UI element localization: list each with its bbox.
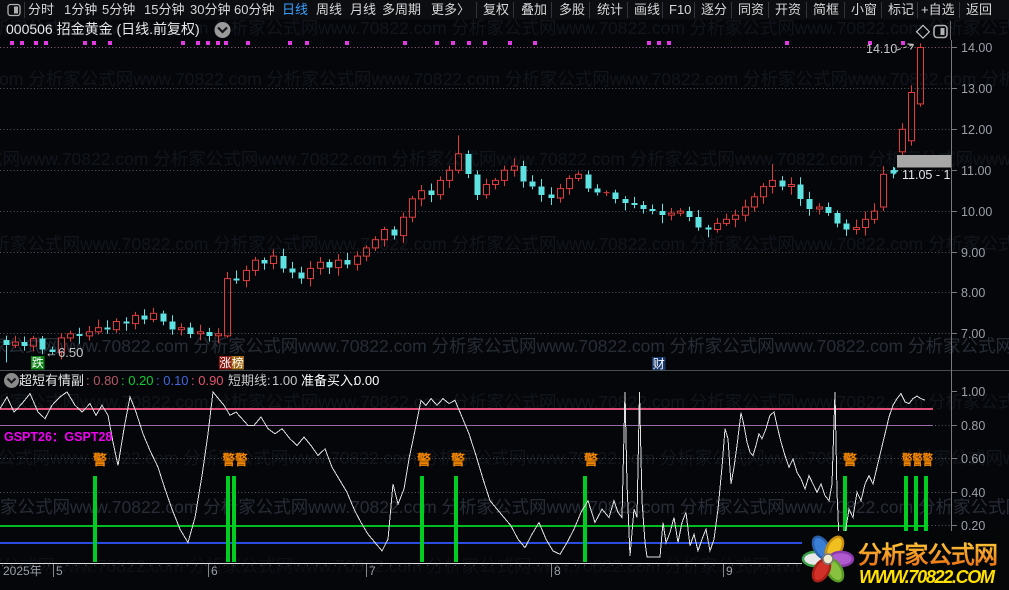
svg-text:分析家公式网www.70822.com 分析家公式网www.: 分析家公式网www.70822.com 分析家公式网www.70822.com … [0,234,1009,254]
svg-text:警: 警 [843,452,857,468]
svg-text:短期线:: 短期线: [228,373,271,388]
svg-text:叠加: 叠加 [521,2,547,17]
svg-text:8.00: 8.00 [961,286,985,300]
svg-text:分析家公式网www.70822.com 分析家公式网www.: 分析家公式网www.70822.com 分析家公式网www.70822.com … [0,556,1009,576]
svg-text:多周期: 多周期 [382,2,421,17]
svg-text:WWW.70822.COM: WWW.70822.COM [859,567,996,587]
svg-text:GSPT26：GSPT28: GSPT26：GSPT28 [4,430,112,444]
svg-text:跌: 跌 [32,355,44,370]
svg-text:小窗: 小窗 [851,2,877,17]
svg-text:: 0.80: : 0.80 [86,373,119,388]
svg-text:15分钟: 15分钟 [144,2,184,17]
svg-text:警: 警 [451,452,465,468]
svg-text:9: 9 [726,564,733,578]
svg-text:分析家公式网www.70822.com 分析家公式网www.: 分析家公式网www.70822.com 分析家公式网www.70822.com … [0,336,1009,356]
svg-text:日线: 日线 [282,2,308,17]
svg-text:8: 8 [554,564,561,578]
svg-text:开资: 开资 [775,2,801,17]
svg-text:1分钟: 1分钟 [64,2,97,17]
svg-text:1.00: 1.00 [272,373,297,388]
svg-text:0.60: 0.60 [961,452,985,466]
svg-text:月线: 月线 [350,2,376,17]
svg-text:警: 警 [93,452,107,468]
svg-text:30分钟: 30分钟 [190,2,230,17]
svg-text:更多〉: 更多〉 [431,2,470,17]
svg-text:0.20: 0.20 [961,519,985,533]
svg-text:5分钟: 5分钟 [102,2,135,17]
svg-text:同资: 同资 [738,2,764,17]
svg-text:分析家公式网www.70822.com 分析家公式网www.: 分析家公式网www.70822.com 分析家公式网www.70822.com … [0,69,1009,89]
svg-text:0.80: 0.80 [961,419,985,433]
svg-text:分析家公式网www.70822.com 分析家公式网www.: 分析家公式网www.70822.com 分析家公式网www.70822.com … [0,392,1009,412]
svg-text:多股: 多股 [559,2,585,17]
svg-text:5: 5 [56,564,63,578]
svg-text:0.40: 0.40 [961,486,985,500]
svg-text:F10: F10 [669,2,691,17]
svg-text:12.00: 12.00 [961,123,992,137]
svg-text:7: 7 [369,564,376,578]
svg-text:警警: 警警 [223,452,248,468]
svg-text:9.00: 9.00 [961,246,985,260]
svg-text:14.00: 14.00 [961,41,992,55]
svg-text:复权: 复权 [483,2,509,17]
svg-text:返回: 返回 [966,2,992,17]
svg-text:分析家公式网www.70822.com 分析家公式网www.: 分析家公式网www.70822.com 分析家公式网www.70822.com … [0,18,1009,38]
svg-text:: 0.10: : 0.10 [156,373,189,388]
svg-text:2025年: 2025年 [3,564,42,578]
svg-text:周线: 周线 [316,2,342,17]
svg-text:7.00: 7.00 [961,327,985,341]
svg-text:简框: 简框 [813,2,839,17]
svg-text:标记: 标记 [888,2,914,17]
svg-text:分析家公式网: 分析家公式网 [858,541,998,569]
svg-text:0.00: 0.00 [354,373,379,388]
svg-text:超短有情副: 超短有情副 [19,373,84,388]
svg-text:涨: 涨 [219,355,231,370]
svg-text:分析家公式网www.70822.com 分析家公式网www.: 分析家公式网www.70822.com 分析家公式网www.70822.com … [0,497,1009,517]
svg-text:6: 6 [211,564,218,578]
svg-text:准备买入:: 准备买入: [301,373,357,388]
svg-text:分析家公式网www.70822.com 分析家公式网www.: 分析家公式网www.70822.com 分析家公式网www.70822.com … [0,448,1009,468]
svg-text:10.00: 10.00 [961,205,992,219]
svg-text:1.00: 1.00 [961,385,985,399]
svg-text:+自选: +自选 [921,2,955,17]
svg-text:警: 警 [417,452,431,468]
svg-text:分析家公式网www.70822.com 分析家公式网www.: 分析家公式网www.70822.com 分析家公式网www.70822.com … [0,149,1009,169]
svg-text:逐分: 逐分 [701,2,727,17]
svg-text:60分钟: 60分钟 [234,2,274,17]
svg-text:财: 财 [653,357,665,371]
svg-text:: 0.90: : 0.90 [191,373,224,388]
svg-text:000506 招金黄金 (日线.前复权): 000506 招金黄金 (日线.前复权) [6,21,200,37]
svg-text:画线: 画线 [634,2,660,17]
svg-text:11.05 - 1: 11.05 - 1 [902,168,950,182]
svg-text:13.00: 13.00 [961,82,992,96]
svg-text:统计: 统计 [597,2,623,17]
svg-text:榜: 榜 [232,355,244,370]
svg-text:分时: 分时 [28,2,54,17]
svg-text:14.10: 14.10 [866,42,897,56]
svg-text:: 0.20: : 0.20 [121,373,154,388]
svg-text:11.00: 11.00 [961,164,991,178]
svg-text:警: 警 [584,452,598,468]
svg-text:←6.50: ←6.50 [45,345,83,360]
svg-text:警警警: 警警警 [902,452,933,468]
